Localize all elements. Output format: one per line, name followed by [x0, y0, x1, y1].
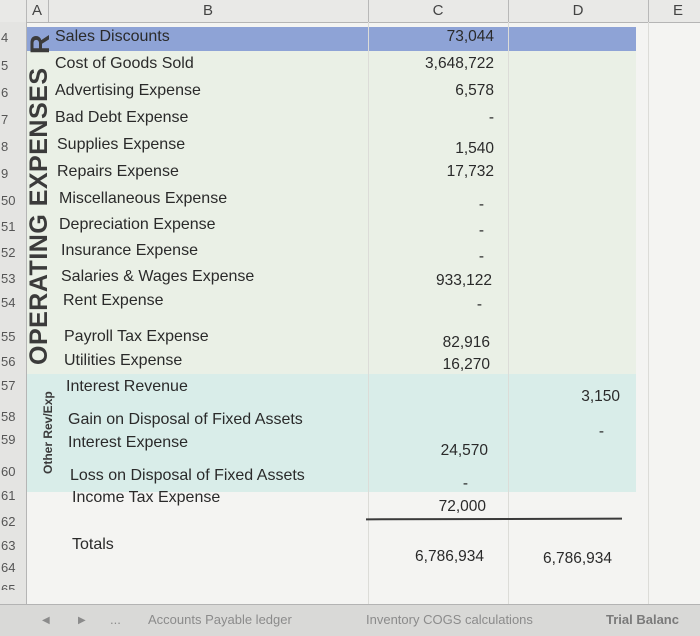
debit-value: - — [478, 196, 484, 213]
row-number[interactable]: 51 — [1, 219, 16, 234]
row-number[interactable]: 60 — [1, 464, 16, 479]
account-name: Gain on Disposal of Fixed Assets — [68, 411, 303, 428]
row-number[interactable]: 9 — [1, 166, 9, 181]
row-number[interactable]: 62 — [1, 514, 16, 529]
row-number[interactable]: 4 — [1, 30, 9, 45]
totals-credit: 6,786,934 — [543, 550, 612, 567]
debit-value: 82,916 — [442, 334, 490, 351]
debit-value: 1,540 — [455, 140, 494, 157]
row-number[interactable]: 50 — [1, 193, 16, 208]
row-number[interactable]: 8 — [1, 139, 9, 154]
gridline — [508, 22, 509, 604]
row-number[interactable]: 64 — [1, 560, 16, 575]
debit-value: - — [462, 475, 468, 492]
gridline — [648, 22, 649, 604]
account-name: Repairs Expense — [57, 163, 179, 180]
row-number[interactable]: 61 — [1, 488, 16, 503]
revenue-section-label: R — [25, 34, 55, 55]
debit-value: 16,270 — [442, 356, 490, 373]
debit-value: - — [488, 109, 494, 126]
account-name: Insurance Expense — [61, 242, 198, 259]
debit-value: 6,578 — [455, 82, 494, 99]
account-name: Depreciation Expense — [59, 216, 216, 233]
row-number[interactable]: 5 — [1, 58, 9, 73]
account-name: Salaries & Wages Expense — [61, 268, 255, 285]
account-name: Advertising Expense — [55, 82, 201, 99]
column-header-c[interactable]: C — [368, 0, 509, 22]
row-number[interactable]: 56 — [1, 354, 16, 369]
account-name: Bad Debt Expense — [55, 109, 189, 126]
other-rev-exp-label: Other Rev/Exp — [41, 391, 55, 474]
selected-row-highlight — [26, 27, 636, 51]
debit-value: - — [478, 222, 484, 239]
account-name: Payroll Tax Expense — [64, 328, 209, 345]
credit-value: 3,150 — [581, 388, 620, 405]
account-name: Cost of Goods Sold — [55, 55, 194, 72]
next-sheet-icon[interactable]: ▶ — [78, 615, 86, 626]
account-name: Miscellaneous Expense — [59, 190, 228, 207]
account-name: Sales Discounts — [55, 28, 170, 45]
column-headers: A B C D E — [0, 0, 700, 23]
sheet-tabs-bar: ◀ ▶ ... Accounts Payable ledger Inventor… — [0, 604, 700, 636]
select-all-corner[interactable] — [0, 0, 27, 22]
column-header-a[interactable]: A — [26, 0, 49, 22]
account-name: Rent Expense — [63, 292, 164, 309]
row-headers: 4 5 6 7 8 9 50 51 52 53 54 55 56 57 58 5… — [0, 22, 27, 607]
tab-trial-balance[interactable]: Trial Balanc — [606, 612, 679, 627]
column-header-e[interactable]: E — [672, 2, 683, 19]
credit-value: - — [598, 423, 604, 440]
debit-value: - — [476, 296, 482, 313]
debit-value: - — [478, 248, 484, 265]
tab-inventory-cogs-calculations[interactable]: Inventory COGS calculations — [366, 612, 533, 627]
account-name: Income Tax Expense — [72, 489, 221, 506]
row-number[interactable]: 6 — [1, 85, 9, 100]
totals-debit: 6,786,934 — [415, 548, 484, 565]
row-number[interactable]: 63 — [1, 538, 16, 553]
debit-value: 24,570 — [440, 442, 488, 459]
account-name: Interest Revenue — [66, 378, 188, 395]
gridline — [368, 22, 369, 604]
account-name: Supplies Expense — [57, 136, 186, 153]
row-number[interactable]: 65 — [1, 582, 16, 590]
row-number[interactable]: 59 — [1, 432, 16, 447]
totals-label: Totals — [72, 536, 114, 553]
previous-sheet-icon[interactable]: ◀ — [42, 615, 50, 626]
row-number[interactable]: 55 — [1, 329, 16, 344]
operating-expenses-band — [26, 51, 636, 374]
debit-value: 73,044 — [446, 28, 494, 45]
row-number[interactable]: 57 — [1, 378, 16, 393]
more-sheets-button[interactable]: ... — [110, 612, 121, 627]
debit-value: 3,648,722 — [425, 55, 494, 72]
debit-value: 17,732 — [446, 163, 494, 180]
debit-value: 72,000 — [438, 498, 486, 515]
column-header-b[interactable]: B — [48, 0, 369, 22]
debit-value: 933,122 — [435, 272, 492, 289]
tab-accounts-payable-ledger[interactable]: Accounts Payable ledger — [148, 612, 292, 627]
account-name: Interest Expense — [68, 434, 189, 451]
row-number[interactable]: 54 — [1, 295, 16, 310]
column-header-d[interactable]: D — [508, 0, 649, 22]
account-name: Loss on Disposal of Fixed Assets — [70, 467, 305, 484]
row-number[interactable]: 58 — [1, 409, 16, 424]
row-number[interactable]: 53 — [1, 271, 16, 286]
row-number[interactable]: 52 — [1, 245, 16, 260]
account-name: Utilities Expense — [64, 352, 183, 369]
other-rev-exp-band — [26, 374, 636, 492]
operating-expenses-label: OPERATING EXPENSES — [25, 67, 53, 366]
row-number[interactable]: 7 — [1, 112, 9, 127]
total-underline — [365, 517, 623, 521]
